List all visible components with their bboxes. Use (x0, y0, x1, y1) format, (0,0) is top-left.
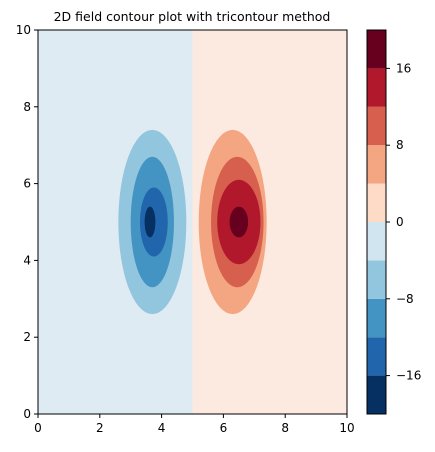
colorbar-tick-label: 16 (396, 61, 411, 75)
x-tick-label: 8 (281, 421, 289, 435)
plot-area (38, 30, 347, 414)
contour-fills (38, 30, 347, 414)
chart-title: 2D field contour plot with tricontour me… (54, 9, 331, 24)
colorbar-band (367, 68, 386, 107)
plot-frame (37, 29, 348, 415)
y-tick-label: 2 (23, 330, 31, 344)
y-tick-label: 10 (16, 23, 31, 37)
colorbar-band (367, 145, 386, 184)
x-tick-label: 2 (96, 421, 104, 435)
colorbar-band (367, 106, 386, 146)
colorbar-band (367, 298, 386, 338)
y-tick-label: 6 (23, 177, 31, 191)
x-tick-label: 4 (158, 421, 166, 435)
colorbar-band (367, 260, 386, 299)
colorbar-tick-label: −8 (396, 292, 414, 306)
colorbar-axis: −16 −8 0 8 16 (386, 61, 421, 383)
y-tick-label: 0 (23, 407, 31, 421)
colorbar-tick-label: 8 (396, 138, 404, 152)
colorbar-tick-label: −16 (396, 369, 421, 383)
colorbar (367, 30, 386, 414)
positive-contour-band-7 (229, 206, 249, 238)
x-tick-label: 10 (339, 421, 354, 435)
colorbar-band (367, 30, 386, 69)
colorbar-band (367, 375, 386, 414)
y-axis: 0 2 4 6 8 10 (16, 23, 38, 421)
colorbar-tick-label: 0 (396, 215, 404, 229)
negative-contour-band-3 (144, 206, 156, 238)
x-tick-label: 6 (220, 421, 228, 435)
y-tick-label: 4 (23, 253, 31, 267)
colorbar-band (367, 222, 386, 261)
y-tick-label: 8 (23, 100, 31, 114)
x-tick-label: 0 (34, 421, 42, 435)
colorbar-band (367, 183, 386, 222)
x-axis: 0 2 4 6 8 10 (34, 414, 355, 435)
colorbar-band (367, 337, 386, 376)
